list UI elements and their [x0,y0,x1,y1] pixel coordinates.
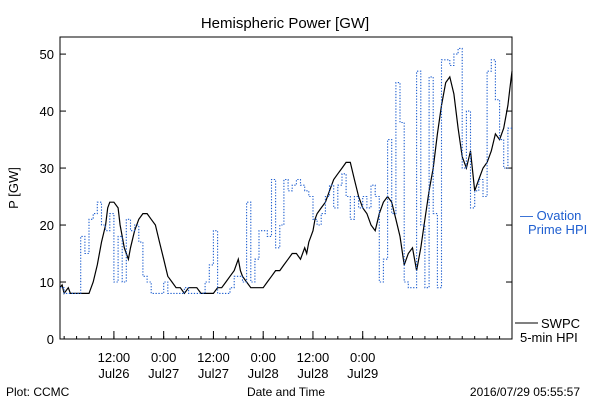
legend-ovation-line2: Prime HPI [528,222,587,237]
y-axis-label: P [GW] [6,167,21,209]
footer-plot-credit: Plot: CCMC [6,385,70,399]
legend-swpc-line1: SWPC [541,316,580,331]
x-tick-label-date: Jul27 [198,366,229,381]
y-tick-label: 30 [40,161,54,176]
y-axis: 0 10 20 30 40 50 [40,47,512,347]
x-axis-label: Date and Time [247,385,325,399]
x-tick-label-date: Jul27 [148,366,179,381]
y-tick-label: 0 [47,332,54,347]
y-tick-label: 40 [40,104,54,119]
footer-timestamp: 2016/07/29 05:55:57 [470,385,580,399]
x-axis: 12:00Jul260:00Jul2712:00Jul270:00Jul2812… [63,331,501,381]
series-swpc-line [59,71,513,295]
plot-frame [59,36,513,340]
x-tick-label-date: Jul28 [248,366,279,381]
legend-ovation-line1: — Ovation [520,208,581,223]
x-tick-label-time: 12:00 [197,350,230,365]
x-tick-label-time: 0:00 [350,350,375,365]
x-tick-label-date: Jul28 [297,366,328,381]
x-tick-label-date: Jul26 [98,366,129,381]
y-tick-label: 50 [40,47,54,62]
series-group [59,47,513,295]
legend-swpc-line2: 5-min HPI [520,330,578,345]
x-tick-label-time: 0:00 [251,350,276,365]
series-ovation-line [60,47,512,294]
y-tick-label: 10 [40,275,54,290]
x-tick-label-time: 0:00 [151,350,176,365]
x-tick-label-time: 12:00 [98,350,131,365]
x-tick-label-time: 12:00 [297,350,330,365]
chart-title: Hemispheric Power [GW] [201,15,369,32]
x-tick-label-date: Jul29 [347,366,378,381]
y-tick-label: 20 [40,218,54,233]
